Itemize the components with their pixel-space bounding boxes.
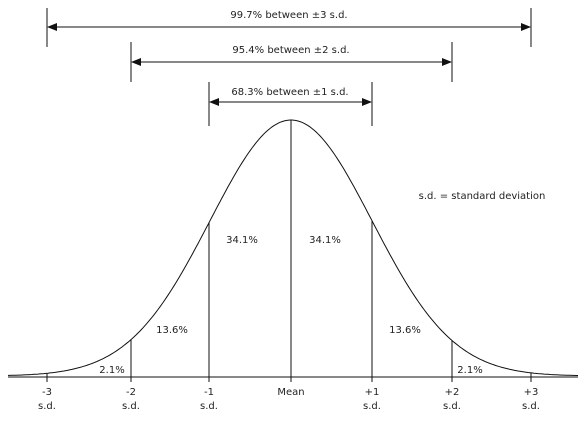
axis-unit: s.d. [200, 401, 218, 412]
axis-label: +1 [365, 387, 380, 398]
axis-label: -1 [204, 387, 214, 398]
region-label: 2.1% [99, 365, 124, 376]
region-label: 34.1% [226, 235, 258, 246]
axis-label: +3 [524, 387, 539, 398]
axis-label: Mean [277, 387, 304, 398]
region-label: 13.6% [156, 325, 188, 336]
note: s.d. = standard deviation [419, 191, 546, 202]
bracket-label: 68.3% between ±1 s.d. [231, 87, 348, 98]
region-label: 2.1% [457, 365, 482, 376]
axis-unit: s.d. [522, 401, 540, 412]
axis-label: -2 [126, 387, 136, 398]
axis-unit: s.d. [122, 401, 140, 412]
axis-unit: s.d. [363, 401, 381, 412]
axis-unit: s.d. [443, 401, 461, 412]
axis-label: -3 [42, 387, 52, 398]
bell-curve [8, 119, 578, 376]
region-label: 34.1% [309, 235, 341, 246]
axis-unit: s.d. [38, 401, 56, 412]
bracket-label: 99.7% between ±3 s.d. [230, 10, 347, 21]
bracket-label: 95.4% between ±2 s.d. [232, 45, 349, 56]
axis-labels: -3 s.d. -2 s.d. -1 s.d. Mean +1 s.d. +2 s.d. +3 s.d. [38, 387, 540, 412]
axis-label: +2 [445, 387, 460, 398]
region-label: 13.6% [389, 325, 421, 336]
